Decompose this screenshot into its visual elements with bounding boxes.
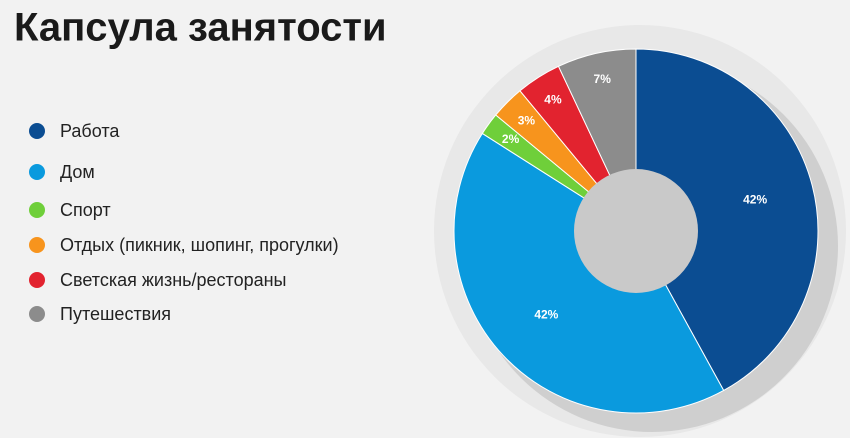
value-label: 2% (502, 132, 520, 146)
donut-hole (574, 169, 698, 293)
legend-marker (29, 237, 45, 253)
legend-marker (29, 164, 45, 180)
value-label: 42% (743, 193, 767, 207)
value-label: 4% (544, 92, 562, 106)
slice (453, 132, 725, 414)
slice (635, 48, 819, 392)
legend-marker (29, 202, 45, 218)
value-label: 42% (534, 307, 558, 321)
value-label: 3% (518, 114, 536, 128)
legend-label: Светская жизнь/рестораны (60, 270, 287, 290)
legend: Работа Дом Спорт Отдых (пикник, шопинг, про… (29, 121, 339, 324)
legend-marker (29, 306, 45, 322)
legend-marker (29, 123, 45, 139)
legend-label: Отдых (пикник, шопинг, прогулки) (60, 235, 339, 255)
legend-marker (29, 272, 45, 288)
legend-label: Путешествия (60, 304, 171, 324)
legend-label: Дом (60, 162, 95, 182)
legend-label: Работа (60, 121, 120, 141)
legend-label: Спорт (60, 200, 111, 220)
chart-title: Капсула занятости (14, 6, 387, 50)
value-label: 7% (594, 72, 612, 86)
labels: 42% 42% 2% 3% 4% 7% (502, 72, 768, 321)
slices (453, 48, 819, 414)
